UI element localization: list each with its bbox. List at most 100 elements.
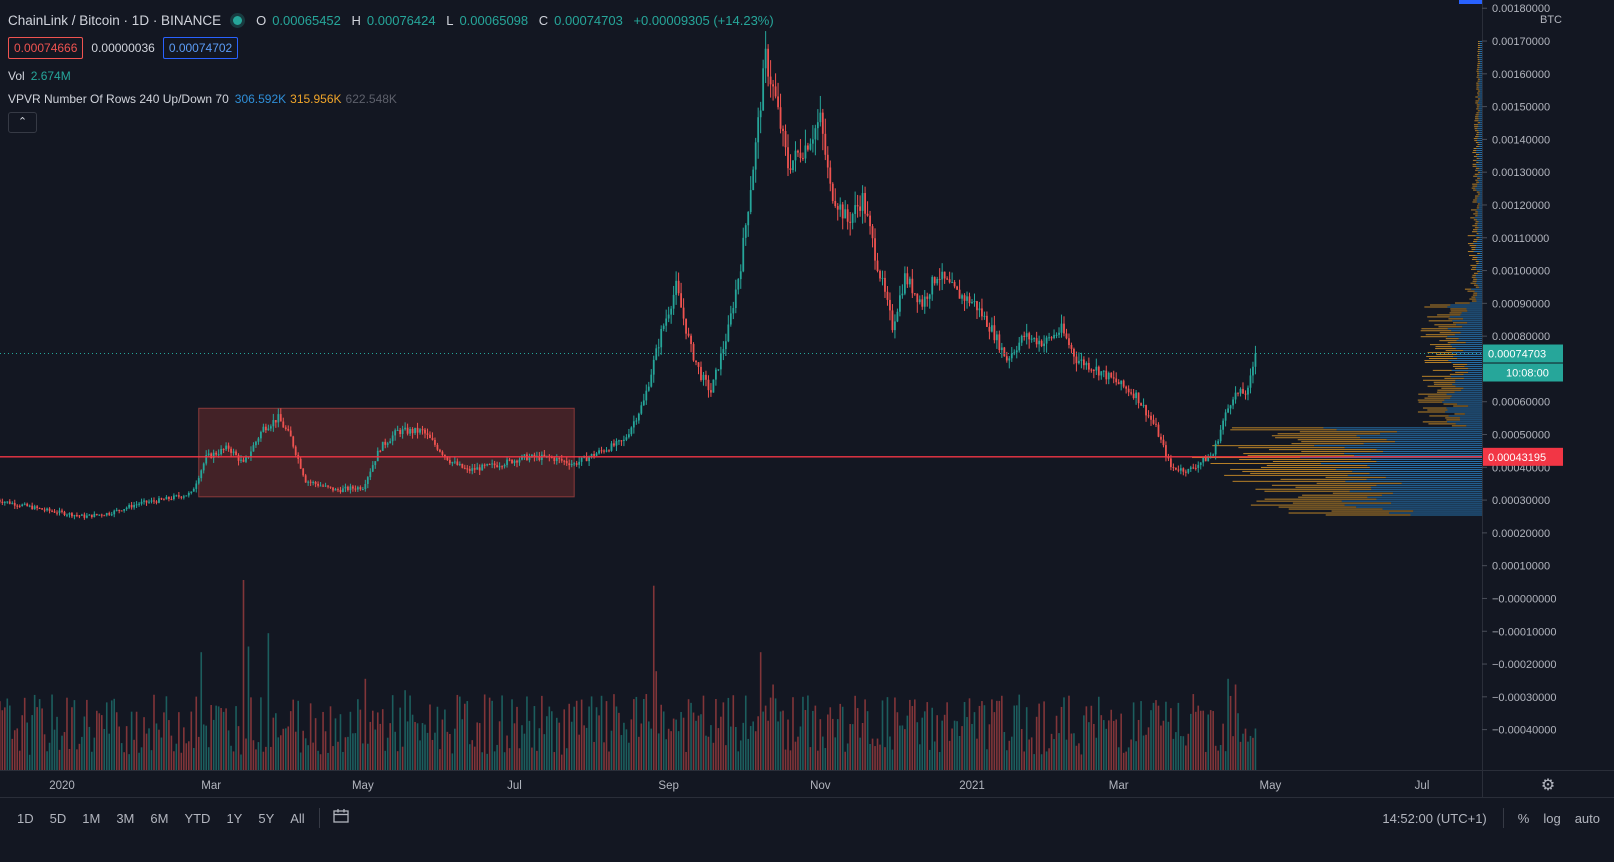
timeframe-5d[interactable]: 5D bbox=[49, 810, 67, 826]
vpvr-down-bar bbox=[1477, 110, 1480, 112]
vpvr-down-bar bbox=[1472, 256, 1478, 258]
price-tick-label: 0.00100000 bbox=[1492, 266, 1550, 278]
volume-bar bbox=[804, 710, 807, 770]
vpvr-up-bar bbox=[1475, 276, 1482, 278]
candle-body bbox=[998, 334, 1001, 351]
volume-bar bbox=[314, 718, 317, 770]
candle-body bbox=[436, 444, 439, 450]
percent-scale-toggle[interactable]: % bbox=[1517, 810, 1530, 826]
timeframe-1y[interactable]: 1Y bbox=[226, 810, 243, 826]
volume-bar bbox=[822, 736, 824, 770]
candle-body bbox=[38, 507, 41, 509]
candle-body bbox=[133, 505, 136, 508]
volume-bar bbox=[262, 751, 265, 770]
candle-body bbox=[292, 436, 295, 447]
vpvr-down-bar bbox=[1474, 130, 1479, 132]
candle-body bbox=[687, 333, 690, 336]
volume-legend[interactable]: Vol 2.674M bbox=[8, 69, 71, 83]
vpvr-down-bar bbox=[1421, 328, 1448, 330]
candle-body bbox=[1254, 353, 1257, 367]
range-box-rectangle[interactable] bbox=[198, 407, 575, 498]
volume-bar bbox=[1212, 711, 1214, 770]
timezone-clock[interactable]: 14:52:00 (UTC+1) bbox=[1382, 810, 1487, 826]
volume-bar bbox=[1117, 747, 1120, 770]
vpvr-legend[interactable]: VPVR Number Of Rows 240 Up/Down 70 306.59… bbox=[8, 92, 397, 106]
vpvr-down-bar bbox=[1280, 478, 1367, 480]
candle-body bbox=[906, 273, 909, 285]
vpvr-down-bar bbox=[1453, 405, 1469, 407]
vpvr-up-bar bbox=[1450, 375, 1482, 377]
vpvr-down-bar bbox=[1250, 472, 1370, 474]
volume-bar bbox=[503, 752, 506, 770]
symbol-title[interactable]: ChainLink / Bitcoin · 1D · BINANCE bbox=[8, 13, 222, 28]
timeframe-1d[interactable]: 1D bbox=[17, 810, 34, 826]
chart-legend: ChainLink / Bitcoin · 1D · BINANCE O 0.00… bbox=[8, 13, 781, 28]
vpvr-down-bar bbox=[1476, 191, 1480, 193]
timeframe-6m[interactable]: 6M bbox=[150, 810, 169, 826]
volume-bar bbox=[941, 720, 943, 770]
timeframe-5y[interactable]: 5Y bbox=[258, 810, 275, 826]
volume-bar bbox=[120, 743, 123, 770]
vpvr-up-bar bbox=[1456, 324, 1482, 326]
volume-bar bbox=[1170, 708, 1172, 770]
candle-body bbox=[595, 453, 598, 456]
candle-body bbox=[1040, 340, 1043, 347]
candle-body bbox=[155, 501, 158, 503]
candle-body bbox=[777, 96, 779, 108]
price-chart[interactable]: 0.001800000.001700000.001600000.00150000… bbox=[0, 0, 1614, 797]
auto-scale-toggle[interactable]: auto bbox=[1574, 810, 1600, 826]
timeframe-1m[interactable]: 1M bbox=[82, 810, 101, 826]
buy-price-button[interactable]: 0.00074702 bbox=[162, 37, 239, 59]
candle-body bbox=[416, 427, 419, 433]
sell-price-button[interactable]: 0.00074666 bbox=[8, 37, 84, 59]
volume-bar bbox=[1078, 743, 1080, 770]
volume-bar bbox=[690, 702, 692, 770]
vpvr-up-bar bbox=[1442, 401, 1482, 403]
candle-body bbox=[1207, 457, 1210, 462]
candle-body bbox=[501, 466, 503, 468]
settings-gear-icon[interactable]: ⚙ bbox=[1541, 775, 1555, 794]
volume-bar bbox=[232, 751, 235, 770]
vpvr-up-bar bbox=[1320, 462, 1482, 464]
volume-bar bbox=[570, 721, 573, 770]
volume-bar bbox=[1043, 701, 1045, 770]
candle-body bbox=[682, 307, 685, 319]
collapse-indicators-button[interactable]: ⌃ bbox=[8, 112, 37, 133]
volume-bar bbox=[973, 712, 976, 770]
volume-bar bbox=[230, 745, 232, 770]
vpvr-down-bar bbox=[1477, 94, 1480, 96]
volume-bars bbox=[0, 580, 1257, 770]
candle-body bbox=[1028, 333, 1031, 340]
vpvr-down-bar bbox=[1477, 92, 1480, 94]
vpvr-down-bar bbox=[1477, 44, 1480, 46]
candle-body bbox=[1217, 441, 1220, 444]
vpvr-down-bar bbox=[1278, 506, 1357, 508]
scroll-indicator[interactable] bbox=[1459, 0, 1482, 4]
vpvr-down-bar bbox=[1472, 183, 1478, 185]
volume-bar bbox=[205, 725, 208, 770]
vpvr-down-bar bbox=[1470, 282, 1477, 284]
timeframe-3m[interactable]: 3M bbox=[116, 810, 135, 826]
vpvr-up-bar bbox=[1466, 425, 1482, 427]
timeframe-ytd[interactable]: YTD bbox=[184, 810, 211, 826]
volume-bar bbox=[406, 721, 409, 770]
volume-bar bbox=[575, 700, 578, 770]
timeframe-all[interactable]: All bbox=[290, 810, 305, 826]
volume-bar bbox=[899, 725, 901, 770]
volume-bar bbox=[817, 750, 819, 770]
price-tick-label: 0.00150000 bbox=[1492, 102, 1550, 114]
candle-body bbox=[140, 501, 143, 504]
vpvr-up-bar bbox=[1356, 506, 1482, 508]
vpvr-total-value: 622.548K bbox=[345, 92, 397, 106]
vpvr-down-bar bbox=[1450, 310, 1468, 312]
date-range-icon[interactable] bbox=[332, 808, 350, 828]
candle-body bbox=[31, 505, 34, 510]
volume-bar bbox=[384, 750, 387, 770]
volume-bar bbox=[543, 734, 546, 770]
volume-bar bbox=[513, 723, 516, 770]
vpvr-up-bar bbox=[1451, 361, 1482, 363]
log-scale-toggle[interactable]: log bbox=[1543, 810, 1561, 826]
vpvr-up-bar bbox=[1455, 423, 1482, 425]
volume-bar bbox=[588, 706, 590, 770]
volume-bar bbox=[1182, 736, 1185, 770]
